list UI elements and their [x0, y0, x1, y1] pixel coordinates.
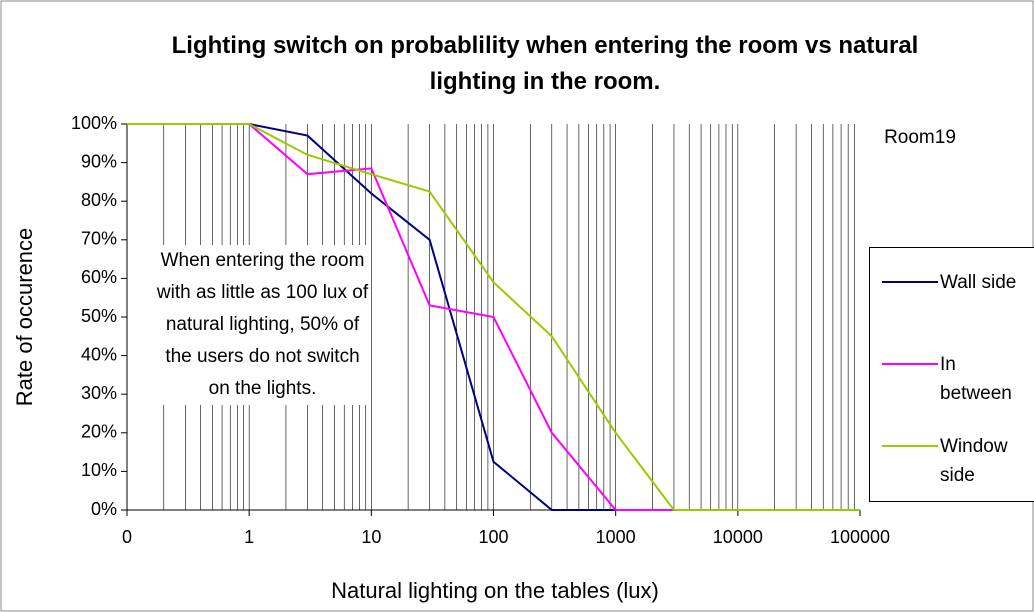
legend-swatch: [882, 363, 938, 365]
legend-swatch: [882, 445, 938, 447]
y-tick-label: 70%: [81, 229, 117, 249]
legend-label: Window side: [940, 436, 1008, 486]
legend-swatch: [882, 281, 938, 283]
x-axis-label: Natural lighting on the tables (lux): [331, 578, 659, 603]
legend-entry: Window side: [878, 432, 1034, 502]
y-tick-label: 50%: [81, 306, 117, 326]
annotation: When entering the room with as little as…: [155, 245, 370, 405]
x-tick-label: 0: [122, 527, 132, 547]
y-tick-label: 100%: [71, 113, 117, 133]
legend-label: In between: [940, 354, 1012, 404]
x-tick-label: 100000: [830, 527, 890, 547]
subtitle: Room19: [884, 127, 956, 148]
x-tick-label: 10000: [713, 527, 763, 547]
y-tick-label: 10%: [81, 460, 117, 480]
y-tick-label: 30%: [81, 383, 117, 403]
x-tick-label: 100: [478, 527, 508, 547]
y-axis-label: Rate of occurence: [12, 228, 37, 407]
y-tick-label: 90%: [81, 151, 117, 171]
y-tick-label: 80%: [81, 190, 117, 210]
legend-entry: In between: [878, 350, 1034, 420]
y-tick-label: 20%: [81, 422, 117, 442]
y-tick-label: 60%: [81, 267, 117, 287]
series-line: [127, 123, 860, 511]
legend: Wall side In between Window side: [869, 247, 1034, 502]
y-tick-label: 40%: [81, 344, 117, 364]
legend-entry: Wall side: [878, 268, 1034, 338]
x-tick-label: 1000: [596, 527, 636, 547]
y-tick-label: 0%: [91, 499, 117, 519]
x-tick-label: 10: [361, 527, 381, 547]
x-tick-label: 1: [244, 527, 254, 547]
legend-label: Wall side: [940, 272, 1017, 293]
chart-title: Lighting switch on probablility when ent…: [171, 32, 919, 95]
